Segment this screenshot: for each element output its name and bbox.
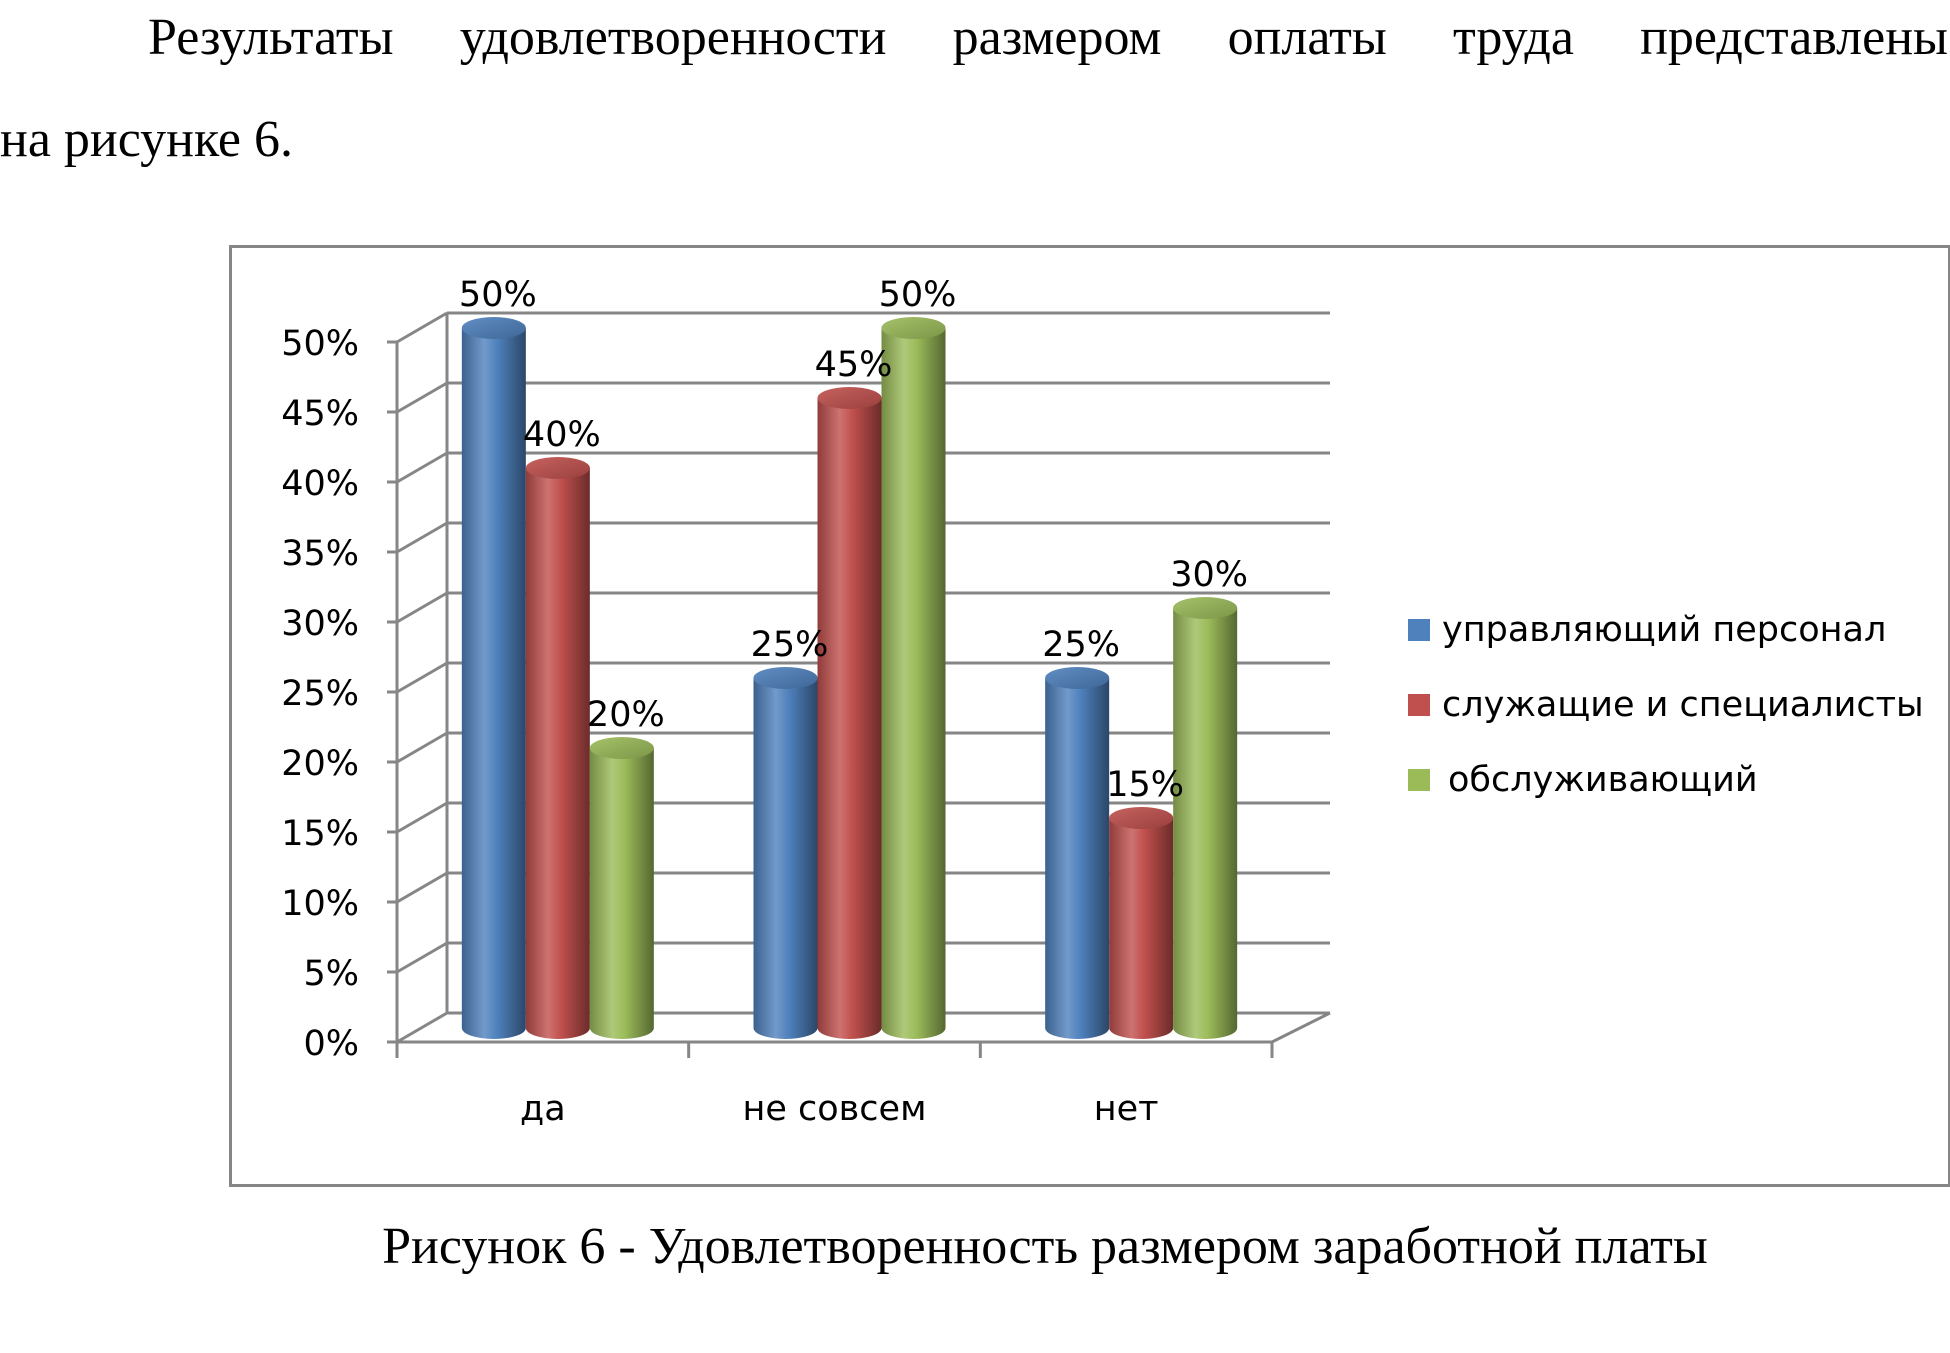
label-layer: 50% 40% 20% 25% 45% 50% 25% 15% 30% <box>459 275 1248 805</box>
data-label: 15% <box>1106 765 1184 805</box>
y-tick-label: 40% <box>281 464 359 504</box>
data-label: 40% <box>523 415 601 455</box>
gridline-depth <box>396 591 448 624</box>
bar-управляющий-персонал <box>753 678 818 1040</box>
paragraph-word: Результаты <box>148 9 394 66</box>
bar-top <box>1109 807 1174 829</box>
y-tick-label: 45% <box>281 394 359 434</box>
y-tick-label: 0% <box>303 1024 359 1064</box>
bar-top <box>881 317 946 339</box>
bar-top <box>817 387 882 409</box>
bar-управляющий-персонал <box>461 328 526 1039</box>
paragraph-line-1: Результаты удовлетворенности размером оп… <box>148 8 1948 68</box>
bar-layer <box>461 317 1238 1040</box>
legend-swatch <box>1408 694 1430 716</box>
bar-служащие-и-специалисты <box>817 398 882 1040</box>
bar-управляющий-персонал <box>1045 678 1110 1040</box>
bar-обслуживающий <box>1173 608 1238 1040</box>
data-label: 20% <box>587 695 665 735</box>
legend-swatch <box>1408 769 1430 791</box>
y-tick-label: 50% <box>281 324 359 364</box>
paragraph-word: представлены <box>1640 9 1948 66</box>
paragraph-word: удовлетворенности <box>459 9 887 66</box>
paragraph-word: оплаты <box>1227 9 1387 66</box>
gridline-depth <box>396 731 448 764</box>
paragraph-word: труда <box>1452 9 1574 66</box>
y-tick-label: 10% <box>281 884 359 924</box>
y-tick-label: 15% <box>281 814 359 854</box>
y-tick-label: 30% <box>281 604 359 644</box>
bar-обслуживающий <box>881 328 946 1040</box>
y-tick-label: 20% <box>281 744 359 784</box>
legend-label: служащие и специалисты <box>1442 685 1924 725</box>
y-tick-label: 35% <box>281 534 359 574</box>
data-label: 30% <box>1170 555 1248 595</box>
bar-top <box>589 737 654 759</box>
gridline-depth <box>396 661 448 694</box>
gridline-depth <box>396 521 448 554</box>
legend-label: обслуживающий <box>1448 760 1758 800</box>
data-label: 25% <box>1042 625 1120 665</box>
chart-frame <box>229 245 1950 1187</box>
y-tick-label: 25% <box>281 674 359 714</box>
bar-служащие-и-специалисты <box>525 468 590 1040</box>
bar-top <box>1045 667 1110 689</box>
x-tick-label: нет <box>1094 1089 1159 1129</box>
data-label: 45% <box>815 345 893 385</box>
gridline-depth <box>396 801 448 834</box>
axis-layer: 0% 5% 10% 15% 20% 25% 30% 35% 40% 45% 50% да не совс… <box>281 313 1331 1129</box>
gridline-depth <box>396 871 448 904</box>
data-label: 25% <box>751 625 829 665</box>
gridline-depth <box>396 311 448 344</box>
gridline-depth <box>396 451 448 484</box>
bar-top <box>753 667 818 689</box>
data-label: 50% <box>459 275 537 315</box>
gridline-depth <box>396 941 448 974</box>
legend-swatch <box>1408 619 1430 641</box>
legend-label: управляющий персонал <box>1442 610 1886 650</box>
gridline-depth <box>396 1011 448 1044</box>
x-tick-label: да <box>520 1089 566 1129</box>
data-label: 50% <box>879 275 957 315</box>
floor-right-edge <box>1271 1011 1331 1044</box>
bar-top <box>525 457 590 479</box>
bar-служащие-и-специалисты <box>1109 818 1174 1040</box>
figure-caption: Рисунок 6 - Удовлетворенность размером з… <box>382 1218 1708 1275</box>
x-tick-label: не совсем <box>742 1089 926 1129</box>
paragraph-word: размером <box>952 9 1162 66</box>
y-tick-label: 5% <box>303 954 359 994</box>
paragraph-line-2: на рисунке 6. <box>0 111 294 168</box>
body-paragraph: Результаты удовлетворенности размером оп… <box>0 0 1950 180</box>
bar-обслуживающий <box>589 748 654 1040</box>
bar-top <box>1173 597 1238 619</box>
bar-top <box>461 317 526 339</box>
legend: управляющий персонал служащие и специалис… <box>1408 610 1924 800</box>
gridline-depth <box>396 381 448 414</box>
